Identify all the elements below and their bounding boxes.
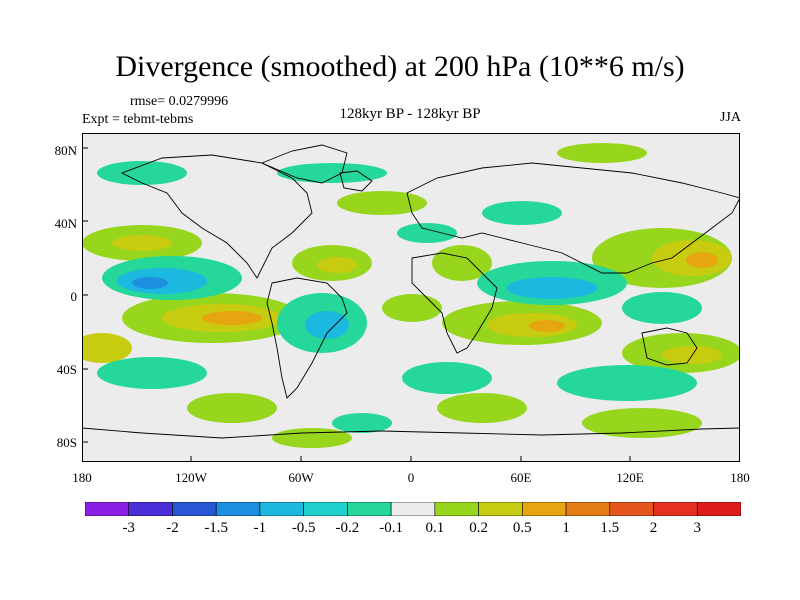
colorbar-label: -1 bbox=[253, 520, 267, 536]
divergence-field bbox=[82, 143, 740, 448]
colorbar-label: 0.2 bbox=[469, 520, 488, 536]
colorbar-label: -2 bbox=[166, 520, 179, 536]
positive-divergence-regions bbox=[82, 143, 740, 448]
colorbar-swatch bbox=[390, 502, 436, 516]
colorbar-label: 2 bbox=[649, 520, 658, 536]
colorbar-label: -1.5 bbox=[204, 520, 229, 536]
colorbar-swatch bbox=[609, 502, 654, 516]
longitude-label: 60W bbox=[288, 470, 314, 485]
colorbar-swatch bbox=[478, 502, 523, 516]
colorbar-label: -0.5 bbox=[291, 520, 316, 536]
longitude-label: 180 bbox=[730, 470, 750, 485]
colorbar-label: 0.1 bbox=[425, 520, 445, 536]
colorbar-swatch bbox=[259, 502, 304, 516]
colorbar-swatch bbox=[85, 502, 130, 516]
colorbar-label: 1.5 bbox=[600, 520, 620, 536]
longitude-label: 120W bbox=[175, 470, 207, 485]
colorbar-swatch bbox=[172, 502, 217, 516]
colorbar-swatch bbox=[522, 502, 567, 516]
longitude-label: 60E bbox=[510, 470, 532, 485]
colorbar-swatch bbox=[565, 502, 611, 516]
divergence-map bbox=[82, 133, 740, 462]
colorbar-swatch bbox=[347, 502, 392, 516]
latitude-label: 40N bbox=[54, 216, 77, 231]
experiment-label: Expt = tebmt-tebms bbox=[82, 112, 194, 127]
colorbar bbox=[85, 502, 741, 516]
colorbar-label: -0.1 bbox=[379, 520, 403, 536]
colorbar-swatch bbox=[128, 502, 173, 516]
colorbar-swatch bbox=[303, 502, 348, 516]
period-label: 128kyr BP - 128kyr BP bbox=[339, 106, 481, 122]
colorbar-swatch bbox=[434, 502, 479, 516]
latitude-label: 0 bbox=[70, 289, 78, 304]
colorbar-label: -0.2 bbox=[335, 520, 360, 536]
colorbar-swatch bbox=[653, 502, 698, 516]
latitude-label: 40S bbox=[56, 362, 77, 377]
rmse-label: rmse= 0.0279996 bbox=[130, 94, 229, 109]
colorbar-label: 1 bbox=[562, 520, 570, 536]
plot-title: Divergence (smoothed) at 200 hPa (10**6 … bbox=[115, 50, 685, 83]
season-label: JJA bbox=[719, 110, 741, 125]
colorbar-swatch bbox=[215, 502, 261, 516]
colorbar-label: 0.5 bbox=[512, 520, 532, 536]
axis-ticks bbox=[82, 147, 631, 462]
coastlines bbox=[82, 144, 740, 439]
latitude-label: 80S bbox=[56, 435, 77, 450]
colorbar-label: -3 bbox=[122, 520, 135, 536]
longitude-label: 180 bbox=[72, 470, 92, 485]
longitude-label: 0 bbox=[407, 470, 415, 485]
colorbar-label: 3 bbox=[693, 520, 702, 536]
longitude-label: 120E bbox=[616, 470, 644, 485]
negative-divergence-regions bbox=[97, 161, 702, 433]
latitude-label: 80N bbox=[54, 143, 77, 158]
colorbar-swatch bbox=[696, 502, 741, 516]
